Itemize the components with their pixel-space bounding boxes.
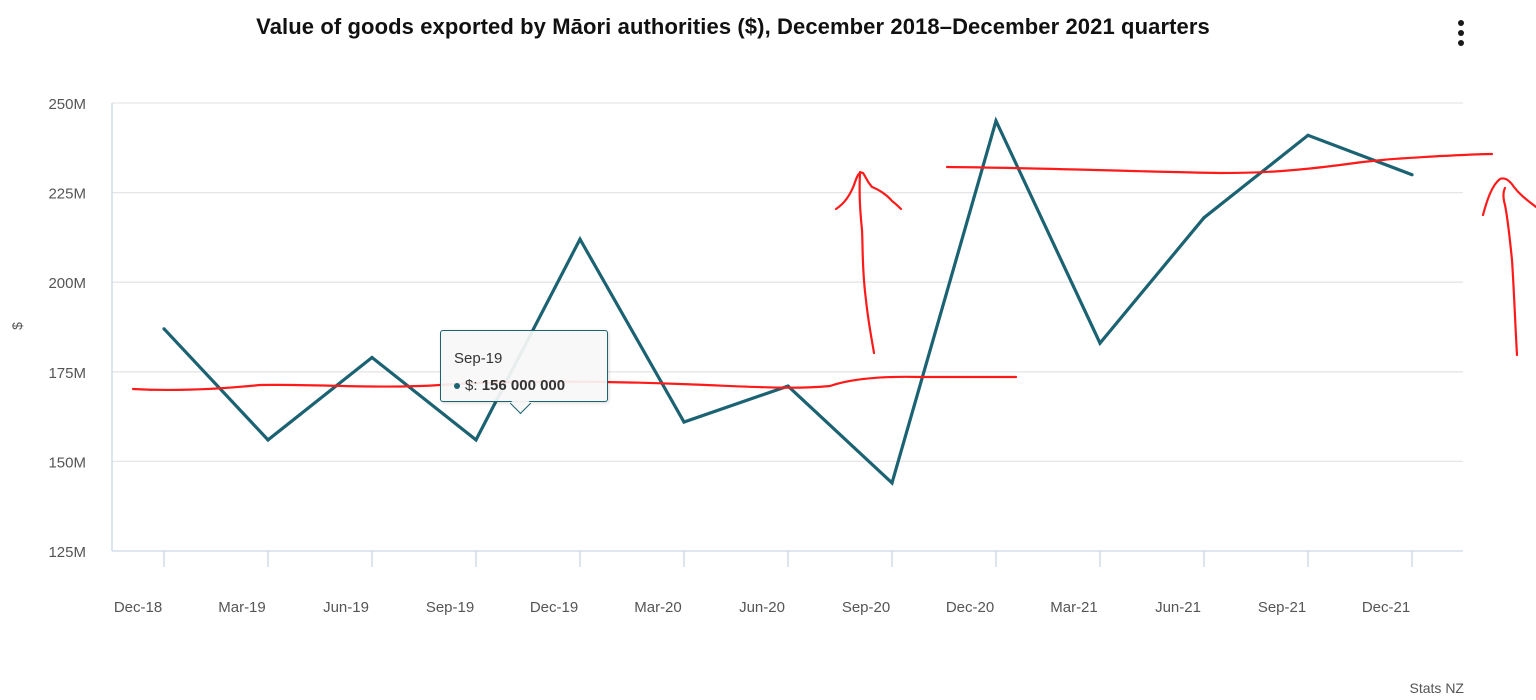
data-point xyxy=(162,327,166,331)
y-tick-label: 225M xyxy=(48,186,86,203)
red-annotation-stroke xyxy=(1481,177,1536,217)
series-line xyxy=(162,116,1413,486)
tooltip-series-label: $: xyxy=(465,377,482,394)
x-tick-label: Jun-19 xyxy=(323,599,369,616)
data-point xyxy=(370,355,374,360)
red-annotation-stroke xyxy=(945,152,1494,175)
menu-dot xyxy=(1458,20,1464,26)
menu-dot xyxy=(1458,30,1464,36)
y-tick-label: 175M xyxy=(48,365,86,382)
data-point xyxy=(682,420,686,424)
red-annotation-stroke xyxy=(1502,186,1519,357)
data-point xyxy=(994,119,998,123)
data-point xyxy=(1306,133,1310,137)
x-axis: Dec-18 Mar-19 Jun-19 Sep-19 Dec-19 Mar-20 Jun-… xyxy=(111,103,1463,616)
red-annotation-stroke xyxy=(834,171,903,211)
red-annotation-stroke xyxy=(131,375,1018,392)
x-tick-label: Sep-19 xyxy=(426,599,474,616)
x-tick-label: Mar-19 xyxy=(218,599,266,616)
x-tick-label: Dec-18 xyxy=(114,599,162,616)
data-point xyxy=(474,438,478,442)
data-point xyxy=(1202,216,1206,220)
gridlines xyxy=(112,102,1463,463)
x-tick-label: Dec-19 xyxy=(530,599,578,616)
data-point xyxy=(1098,341,1102,345)
tooltip-value: 156 000 000 xyxy=(481,377,566,394)
y-tick-label: 250M xyxy=(48,96,86,113)
red-annotation-stroke xyxy=(858,170,876,355)
series-group xyxy=(162,116,1414,486)
y-axis-label: $ xyxy=(9,322,25,330)
data-point xyxy=(890,481,894,485)
x-tick-label: Jun-20 xyxy=(739,599,785,616)
chart-title: Value of goods exported by Māori authori… xyxy=(256,14,1210,39)
y-tick-label: 200M xyxy=(48,275,86,292)
tooltip-value-row: $: 156 000 000 xyxy=(454,377,565,394)
y-tick-label: 150M xyxy=(48,454,86,471)
x-tick-label: Dec-20 xyxy=(946,599,994,616)
menu-dot xyxy=(1458,40,1464,46)
y-axis-tick-labels: 125M 150M 175M 200M 225M 250M xyxy=(48,96,86,561)
x-tick-label: Mar-20 xyxy=(634,599,682,616)
data-point xyxy=(578,237,582,241)
x-tick-label: Mar-21 xyxy=(1050,599,1098,616)
x-tick-label: Sep-20 xyxy=(842,599,890,616)
x-tick-label: Dec-21 xyxy=(1362,599,1410,616)
data-point xyxy=(266,438,270,442)
data-tooltip: Sep-19 $: 156 000 000 xyxy=(440,330,608,415)
data-point xyxy=(1410,173,1414,177)
source-credit: Stats NZ xyxy=(1409,680,1464,696)
tooltip-category: Sep-19 xyxy=(454,350,503,367)
y-tick-label: 125M xyxy=(48,544,86,561)
hand-drawn-annotations xyxy=(131,152,1536,392)
series-dot-icon xyxy=(454,383,460,390)
kebab-menu-icon[interactable] xyxy=(1452,18,1472,52)
x-tick-label: Jun-21 xyxy=(1155,599,1201,616)
x-tick-label: Sep-21 xyxy=(1258,599,1306,616)
